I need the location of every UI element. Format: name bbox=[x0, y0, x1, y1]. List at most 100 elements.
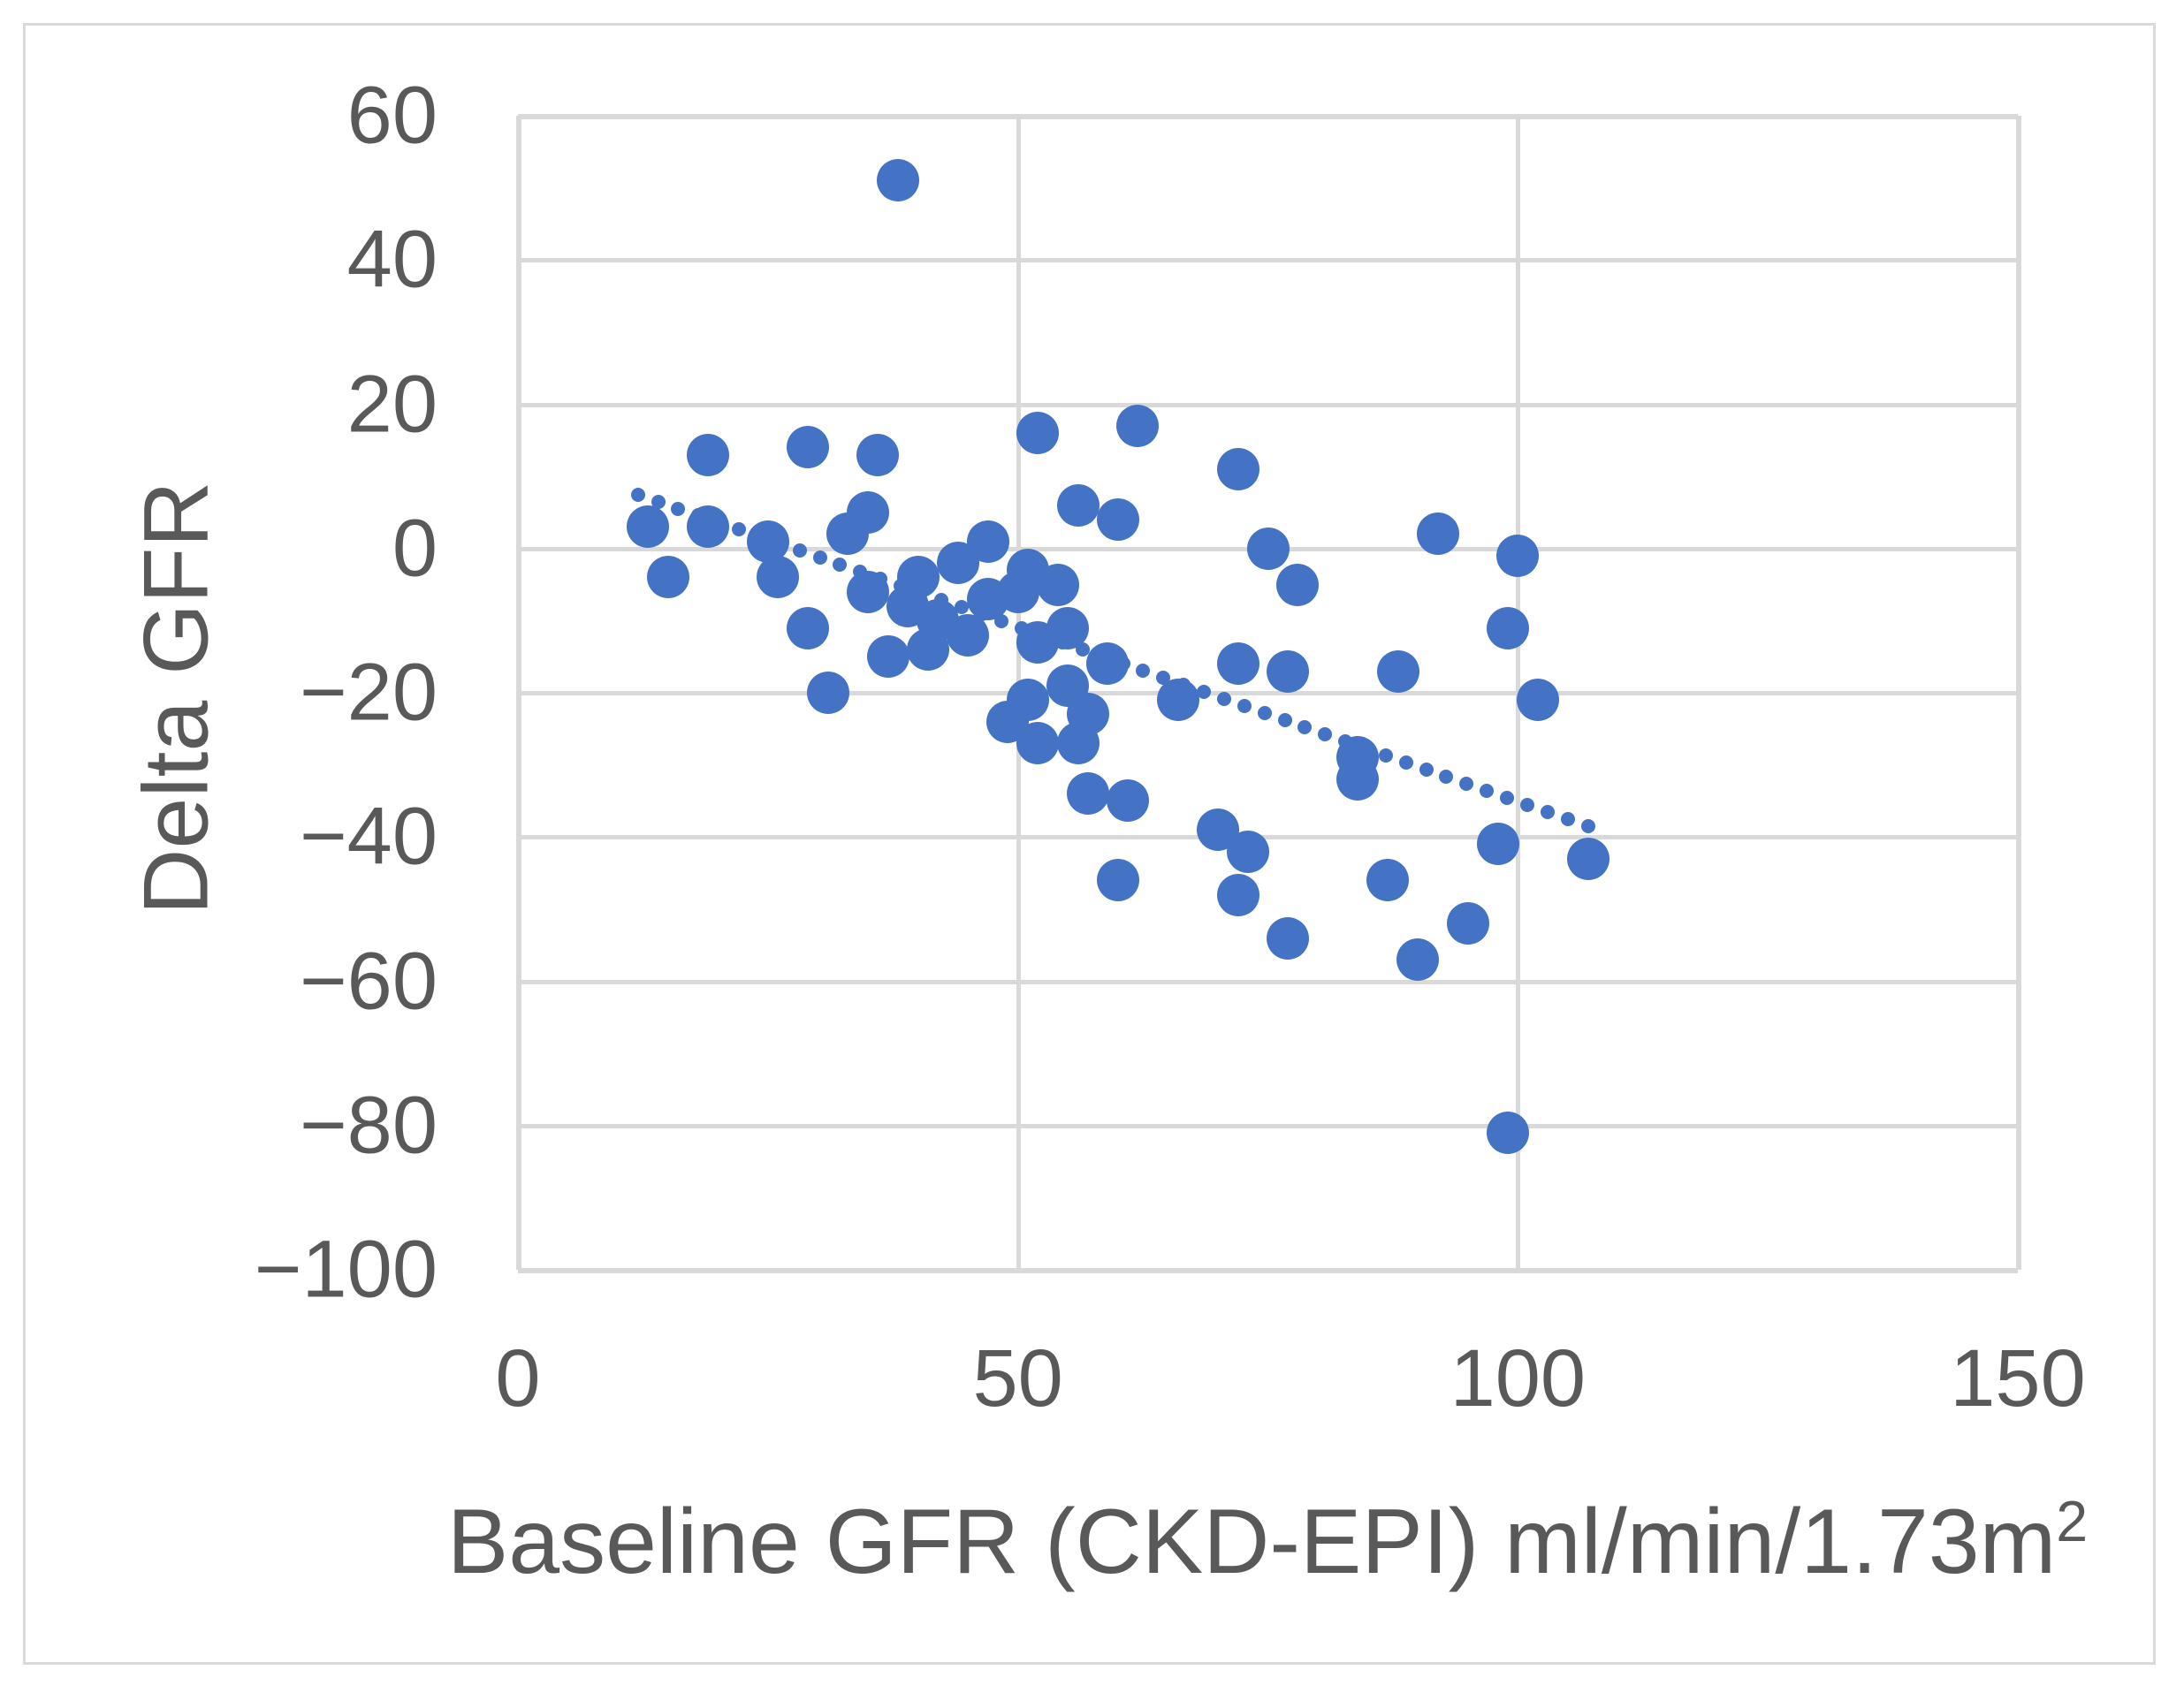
plot-area bbox=[516, 114, 2021, 1273]
trendline-dot bbox=[1419, 763, 1434, 778]
trendline-dot bbox=[1459, 777, 1474, 792]
data-point bbox=[856, 433, 900, 476]
data-point bbox=[757, 556, 800, 599]
data-point bbox=[1096, 498, 1139, 542]
gridline-horizontal bbox=[518, 402, 2018, 407]
data-point bbox=[806, 672, 849, 714]
trendline-dot bbox=[630, 487, 645, 502]
data-point bbox=[1276, 563, 1320, 606]
trendline-dot bbox=[671, 501, 686, 516]
trendline-dot bbox=[812, 550, 827, 566]
data-point bbox=[876, 159, 919, 202]
data-point bbox=[906, 628, 949, 672]
trendline-dot bbox=[1439, 770, 1454, 785]
trendline-dot bbox=[1519, 798, 1534, 813]
plot-border-line bbox=[516, 116, 521, 1270]
data-point bbox=[686, 505, 729, 549]
data-point bbox=[1016, 722, 1060, 765]
data-point bbox=[1096, 859, 1139, 902]
data-point bbox=[1267, 649, 1310, 693]
data-point bbox=[1416, 512, 1459, 556]
data-point bbox=[787, 606, 830, 649]
trendline-dot bbox=[1560, 812, 1575, 827]
y-tick-label: 0 bbox=[392, 503, 438, 594]
data-point bbox=[947, 613, 990, 657]
trendline-dot bbox=[994, 614, 1009, 629]
data-point bbox=[1216, 873, 1259, 916]
trendline-dot bbox=[1318, 727, 1333, 742]
gridline-horizontal bbox=[518, 979, 2018, 984]
x-tick-label: 50 bbox=[972, 1333, 1063, 1423]
trendline-dot bbox=[1480, 784, 1495, 799]
chart-border bbox=[23, 23, 2156, 1665]
data-point bbox=[1116, 404, 1160, 447]
data-point bbox=[627, 505, 670, 549]
data-point bbox=[1056, 483, 1100, 527]
data-point bbox=[1036, 563, 1079, 606]
data-point bbox=[1267, 916, 1310, 960]
data-point bbox=[1476, 823, 1519, 866]
data-point bbox=[1107, 779, 1150, 823]
y-tick-label: −100 bbox=[254, 1224, 438, 1315]
trendline-dot bbox=[1500, 791, 1515, 806]
data-point bbox=[787, 426, 830, 469]
data-point bbox=[996, 570, 1039, 613]
trendline-dot bbox=[1237, 699, 1252, 714]
trendline-dot bbox=[954, 600, 969, 615]
trendline-dot bbox=[1540, 805, 1555, 820]
trendline-dot bbox=[1257, 706, 1272, 721]
trendline-dot bbox=[1398, 755, 1413, 771]
data-point bbox=[1226, 830, 1269, 873]
data-point bbox=[1066, 772, 1109, 816]
data-point bbox=[1396, 938, 1440, 981]
y-axis-title: Delta GFR bbox=[125, 481, 228, 915]
data-point bbox=[866, 635, 909, 679]
data-point bbox=[686, 433, 729, 476]
data-point bbox=[1566, 837, 1609, 880]
y-tick-label: −60 bbox=[299, 936, 438, 1026]
x-tick-label: 0 bbox=[495, 1333, 541, 1423]
data-point bbox=[1376, 649, 1419, 693]
x-axis-title-text: Baseline GFR (CKD-EPI) ml/min/1.73m bbox=[446, 1490, 2057, 1593]
data-point bbox=[1487, 606, 1530, 649]
data-point bbox=[1496, 534, 1540, 577]
trendline-dot bbox=[1378, 748, 1393, 763]
y-tick-label: 40 bbox=[346, 214, 438, 305]
gridline-horizontal bbox=[518, 114, 2018, 119]
x-axis-title: Baseline GFR (CKD-EPI) ml/min/1.73m2 bbox=[447, 1489, 2088, 1595]
trendline-dot bbox=[1297, 720, 1313, 735]
trendline-dot bbox=[833, 558, 848, 573]
data-point bbox=[1516, 679, 1559, 722]
gridline-horizontal bbox=[518, 691, 2018, 695]
data-point bbox=[1336, 757, 1380, 801]
data-point bbox=[1156, 679, 1199, 722]
data-point bbox=[646, 556, 689, 599]
trendline-dot bbox=[1277, 713, 1292, 728]
data-point bbox=[1366, 859, 1410, 902]
y-tick-label: −40 bbox=[299, 791, 438, 882]
trendline-dot bbox=[1136, 664, 1151, 679]
gridline-horizontal bbox=[518, 1268, 2018, 1273]
trendline-dot bbox=[1197, 685, 1212, 700]
data-point bbox=[1216, 447, 1259, 490]
y-tick-label: −80 bbox=[299, 1080, 438, 1171]
gridline-horizontal bbox=[518, 835, 2018, 840]
gridline-horizontal bbox=[518, 1123, 2018, 1128]
gridline-horizontal bbox=[518, 258, 2018, 263]
x-axis-title-superscript: 2 bbox=[2056, 1490, 2089, 1554]
y-tick-label: 60 bbox=[346, 70, 438, 161]
data-point bbox=[1216, 642, 1259, 686]
data-point bbox=[936, 542, 979, 585]
data-point bbox=[846, 490, 889, 534]
data-point bbox=[1246, 527, 1290, 570]
trendline-dot bbox=[651, 494, 666, 509]
data-point bbox=[746, 520, 789, 563]
data-point bbox=[1016, 620, 1060, 664]
data-point bbox=[846, 570, 889, 613]
trendline-dot bbox=[1216, 692, 1231, 707]
trendline-dot bbox=[732, 522, 747, 537]
data-point bbox=[1446, 902, 1489, 945]
plot-border-line bbox=[2016, 116, 2021, 1270]
trendline-dot bbox=[792, 543, 807, 558]
